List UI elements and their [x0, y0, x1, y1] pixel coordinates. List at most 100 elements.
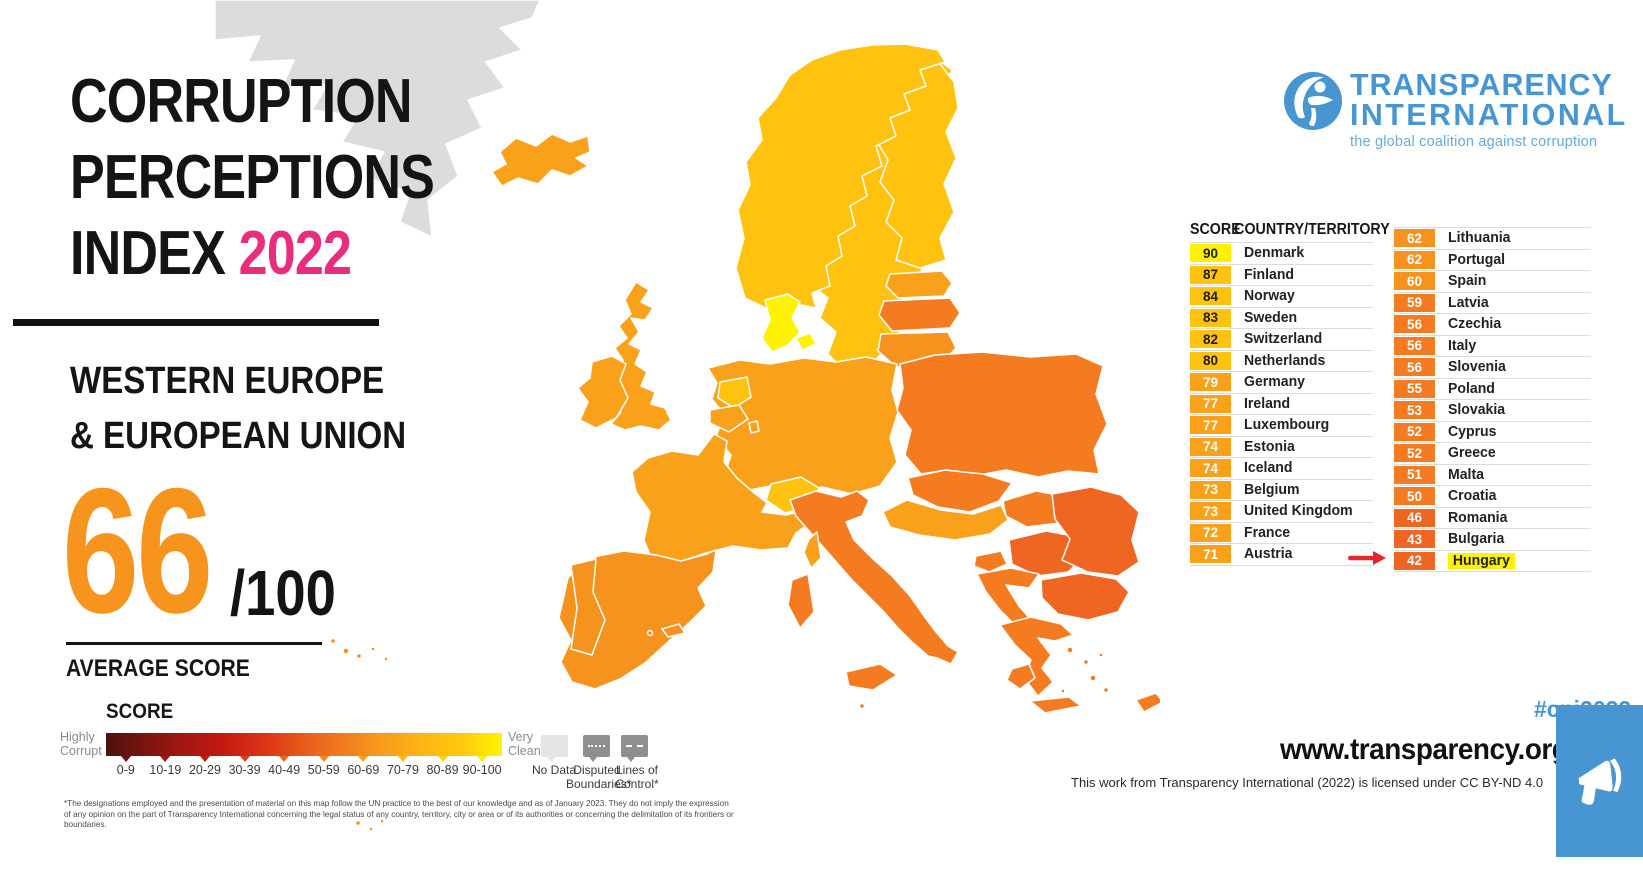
range-label: 30-39 [228, 763, 261, 777]
table-row: 59 Latvia [1394, 293, 1591, 314]
range-label: 90-100 [462, 763, 502, 777]
country-name: Portugal [1448, 251, 1506, 268]
country-name: Austria [1244, 546, 1293, 563]
country-name: Croatia [1448, 488, 1497, 505]
table-row: 56 Czechia [1394, 314, 1591, 336]
gradient-notch [358, 756, 369, 762]
score-chip: 84 [1190, 287, 1231, 306]
legend-highly-corrupt-label: Highly Corrupt [60, 730, 102, 758]
map-island-canary [342, 647, 350, 655]
map-island-aegean [1089, 674, 1097, 682]
score-chip: 74 [1190, 459, 1231, 478]
average-score-label: AVERAGE SCORE [66, 655, 250, 682]
map-island-canary [355, 652, 363, 660]
country-name: Ireland [1244, 395, 1291, 412]
map-country-norway [735, 43, 946, 317]
country-name: Spain [1448, 273, 1487, 290]
region-heading: WESTERN EUROPE & EUROPEAN UNION [70, 360, 407, 457]
table-row: 42 Hungary [1394, 551, 1591, 572]
country-name: Cyprus [1448, 423, 1497, 440]
score-chip: 59 [1394, 293, 1435, 312]
table-row: 46 Romania [1394, 508, 1591, 529]
score-chip: 79 [1190, 373, 1231, 392]
transparency-international-logo: TRANSPARENCY INTERNATIONAL the global co… [1350, 67, 1633, 150]
country-name: Malta [1448, 466, 1484, 483]
gradient-notch [398, 756, 408, 762]
country-name: United Kingdom [1244, 503, 1353, 520]
gradient-notch [120, 756, 131, 762]
table-row: 60 Spain [1394, 271, 1591, 293]
gradient-notch [477, 756, 488, 762]
lines-of-control-swatch [621, 735, 648, 762]
table-row: 90 Denmark [1190, 243, 1373, 265]
map-country-germany [707, 356, 899, 495]
map-country-poland [896, 351, 1108, 478]
map-island-sicily [845, 663, 898, 691]
map-island-balearic [646, 629, 654, 637]
map-country-cyprus [1135, 692, 1160, 713]
score-chip: 80 [1190, 351, 1231, 370]
map-country-malta [858, 702, 866, 710]
map-country-spain [558, 549, 717, 690]
score-chip: 73 [1190, 480, 1231, 499]
table-row: 56 Italy [1394, 336, 1591, 357]
map-island-aegean [1060, 688, 1066, 694]
map-island-canary [329, 637, 337, 645]
highlight-arrow-icon [1348, 551, 1386, 565]
range-label: 50-59 [307, 763, 340, 777]
range-label: 80-89 [426, 763, 459, 777]
map-country-denmark [761, 293, 801, 353]
map-island-aegean [1102, 686, 1110, 694]
score-chip: 56 [1394, 315, 1435, 334]
table-row: 74 Estonia [1190, 437, 1373, 458]
map-region-peloponnese [1006, 663, 1036, 690]
country-name: Hungary [1448, 552, 1515, 569]
gradient-notch [200, 756, 210, 762]
average-score-value: 66 [62, 451, 213, 650]
country-name: Czechia [1448, 316, 1502, 333]
lines-of-control-label: Lines of Control* [615, 763, 659, 791]
map-island-canary [368, 826, 374, 832]
country-name: France [1244, 524, 1291, 541]
title-year: 2022 [238, 219, 352, 288]
country-name: Belgium [1244, 481, 1300, 498]
map-country-austria [882, 499, 1009, 541]
map-country-iceland [491, 133, 591, 187]
map-territory-greenland [214, 0, 541, 238]
average-score-denominator: /100 [230, 557, 336, 629]
range-label: 10-19 [149, 763, 182, 777]
table-row: 62 Lithuania [1394, 228, 1591, 250]
score-chip: 52 [1394, 444, 1435, 463]
score-chip: 77 [1190, 416, 1231, 435]
score-chip: 72 [1190, 523, 1231, 542]
country-name: Poland [1448, 380, 1495, 397]
score-table-column-1: 90 Denmark 87 Finland 84 Norway 83 Sweden 82 Swit… [1190, 242, 1373, 566]
map-country-ireland [577, 355, 629, 429]
gradient-notch [318, 756, 329, 762]
transparency-international-globe-icon [1284, 72, 1342, 130]
score-chip: 90 [1190, 244, 1231, 263]
table-row: 84 Norway [1190, 286, 1373, 308]
country-name: Germany [1244, 374, 1305, 391]
map-country-belgium [709, 404, 749, 433]
map-island-corsica [803, 531, 822, 569]
range-label: 70-79 [386, 763, 419, 777]
country-name: Iceland [1244, 460, 1293, 477]
table-row: 72 France [1190, 523, 1373, 544]
legend-very-clean-label: Very Clean [508, 730, 541, 758]
score-chip: 73 [1190, 502, 1231, 521]
title-divider [13, 319, 379, 326]
logo-name-line1: TRANSPARENCY [1350, 67, 1613, 102]
map-country-italy [789, 490, 959, 665]
map-island-sardinia [787, 573, 815, 629]
score-chip: 62 [1394, 229, 1435, 248]
score-chip: 46 [1394, 508, 1435, 527]
country-name: Sweden [1244, 309, 1298, 326]
country-name: Latvia [1448, 294, 1489, 311]
table-row: 71 Austria [1190, 544, 1373, 566]
website-link[interactable]: www.transparency.org [1280, 733, 1569, 766]
country-name: Greece [1448, 445, 1496, 462]
table-row: 77 Luxembourg [1190, 415, 1373, 437]
announcement-overlay-button[interactable] [1556, 705, 1643, 857]
table-row: 73 Belgium [1190, 480, 1373, 501]
